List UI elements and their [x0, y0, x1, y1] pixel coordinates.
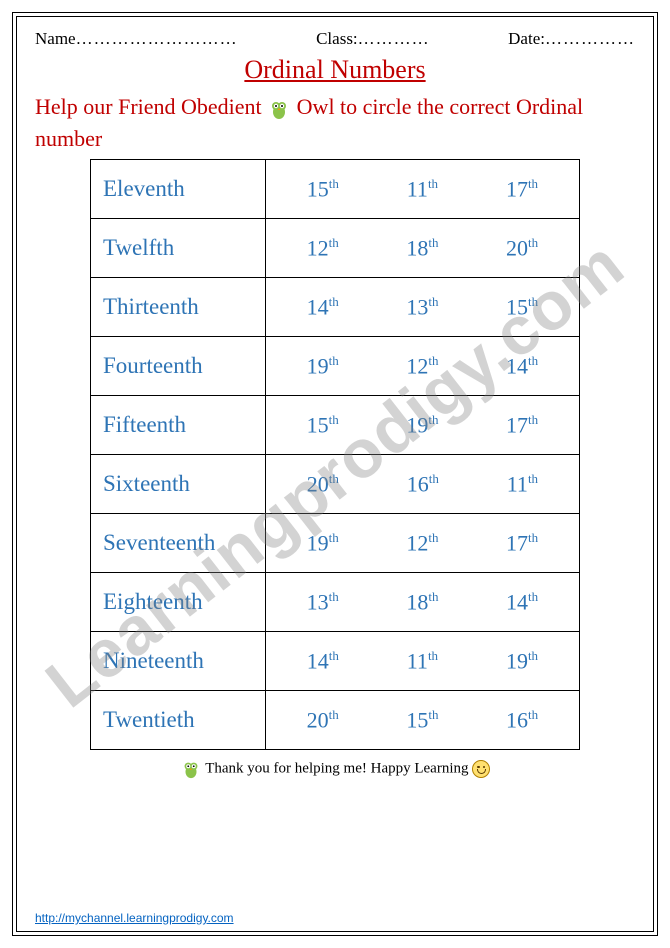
date-dots: …………… [545, 29, 635, 48]
ordinal-option[interactable]: 11th [407, 176, 438, 202]
ordinal-option[interactable]: 12th [307, 235, 339, 261]
instruction: Help our Friend Obedient Owl to circle t… [35, 91, 635, 155]
ordinal-option[interactable]: 18th [406, 589, 438, 615]
word-cell: Eleventh [91, 159, 266, 218]
table-row: Fourteenth 19th 12th 14th [91, 336, 580, 395]
ordinal-option[interactable]: 17th [506, 176, 538, 202]
class-field: Class:………… [316, 29, 430, 49]
table-row: Twelfth 12th 18th 20th [91, 218, 580, 277]
table-row: Nineteenth 14th 11th 19th [91, 631, 580, 690]
word-cell: Twentieth [91, 690, 266, 749]
ordinal-option[interactable]: 13th [406, 294, 438, 320]
class-label: Class: [316, 29, 358, 48]
name-field: Name……………………… [35, 29, 238, 49]
word-cell: Thirteenth [91, 277, 266, 336]
table-row: Eighteenth 13th 18th 14th [91, 572, 580, 631]
word-cell: Nineteenth [91, 631, 266, 690]
ordinal-option[interactable]: 15th [307, 412, 339, 438]
ordinal-option[interactable]: 16th [407, 471, 439, 497]
options-cell: 14th 13th 15th [265, 277, 579, 336]
options-cell: 12th 18th 20th [265, 218, 579, 277]
table-row: Thirteenth 14th 13th 15th [91, 277, 580, 336]
options-cell: 15th 19th 17th [265, 395, 579, 454]
ordinal-option[interactable]: 15th [307, 176, 339, 202]
class-dots: ………… [358, 29, 430, 48]
word-cell: Fifteenth [91, 395, 266, 454]
word-cell: Seventeenth [91, 513, 266, 572]
table-row: Eleventh 15th 11th 17th [91, 159, 580, 218]
ordinal-option[interactable]: 15th [406, 707, 438, 733]
ordinal-option[interactable]: 11th [507, 471, 538, 497]
ordinal-option[interactable]: 19th [307, 353, 339, 379]
date-field: Date:…………… [508, 29, 635, 49]
options-cell: 15th 11th 17th [265, 159, 579, 218]
ordinal-option[interactable]: 19th [307, 530, 339, 556]
ordinal-option[interactable]: 19th [506, 648, 538, 674]
ordinal-option[interactable]: 14th [307, 294, 339, 320]
ordinal-option[interactable]: 15th [506, 294, 538, 320]
table-row: Fifteenth 15th 19th 17th [91, 395, 580, 454]
ordinal-option[interactable]: 20th [307, 707, 339, 733]
ordinal-option[interactable]: 18th [406, 235, 438, 261]
options-cell: 20th 15th 16th [265, 690, 579, 749]
ordinal-option[interactable]: 20th [307, 471, 339, 497]
ordinal-option[interactable]: 16th [506, 707, 538, 733]
name-label: Name [35, 29, 76, 48]
word-cell: Sixteenth [91, 454, 266, 513]
table-row: Twentieth 20th 15th 16th [91, 690, 580, 749]
date-label: Date: [508, 29, 545, 48]
ordinal-table: Eleventh15th11th17thTwelfth12th18th20thT… [90, 159, 580, 750]
header-row: Name……………………… Class:………… Date:…………… [35, 29, 635, 49]
options-cell: 19th 12th 14th [265, 336, 579, 395]
options-cell: 20th 16th 11th [265, 454, 579, 513]
ordinal-option[interactable]: 11th [407, 648, 438, 674]
ordinal-option[interactable]: 19th [406, 412, 438, 438]
footer-text: Thank you for helping me! Happy Learning [205, 760, 472, 776]
ordinal-option[interactable]: 14th [506, 589, 538, 615]
word-cell: Fourteenth [91, 336, 266, 395]
owl-icon [267, 97, 291, 121]
ordinal-option[interactable]: 14th [307, 648, 339, 674]
ordinal-option[interactable]: 14th [506, 353, 538, 379]
options-cell: 14th 11th 19th [265, 631, 579, 690]
footer: Thank you for helping me! Happy Learning [35, 758, 635, 780]
owl-icon [180, 758, 202, 780]
ordinal-option[interactable]: 12th [406, 353, 438, 379]
options-cell: 19th 12th 17th [265, 513, 579, 572]
ordinal-option[interactable]: 13th [307, 589, 339, 615]
smiley-icon [472, 760, 490, 778]
ordinal-option[interactable]: 12th [406, 530, 438, 556]
name-dots: ……………………… [76, 29, 238, 48]
word-cell: Eighteenth [91, 572, 266, 631]
instruction-before: Help our Friend Obedient [35, 94, 267, 119]
page-title: Ordinal Numbers [35, 55, 635, 85]
table-row: Seventeenth 19th 12th 17th [91, 513, 580, 572]
word-cell: Twelfth [91, 218, 266, 277]
options-cell: 13th 18th 14th [265, 572, 579, 631]
ordinal-option[interactable]: 17th [506, 412, 538, 438]
page-frame: Name……………………… Class:………… Date:…………… Ordi… [16, 16, 654, 932]
table-row: Sixteenth 20th 16th 11th [91, 454, 580, 513]
ordinal-option[interactable]: 17th [506, 530, 538, 556]
ordinal-option[interactable]: 20th [506, 235, 538, 261]
source-link[interactable]: http://mychannel.learningprodigy.com [35, 911, 234, 925]
